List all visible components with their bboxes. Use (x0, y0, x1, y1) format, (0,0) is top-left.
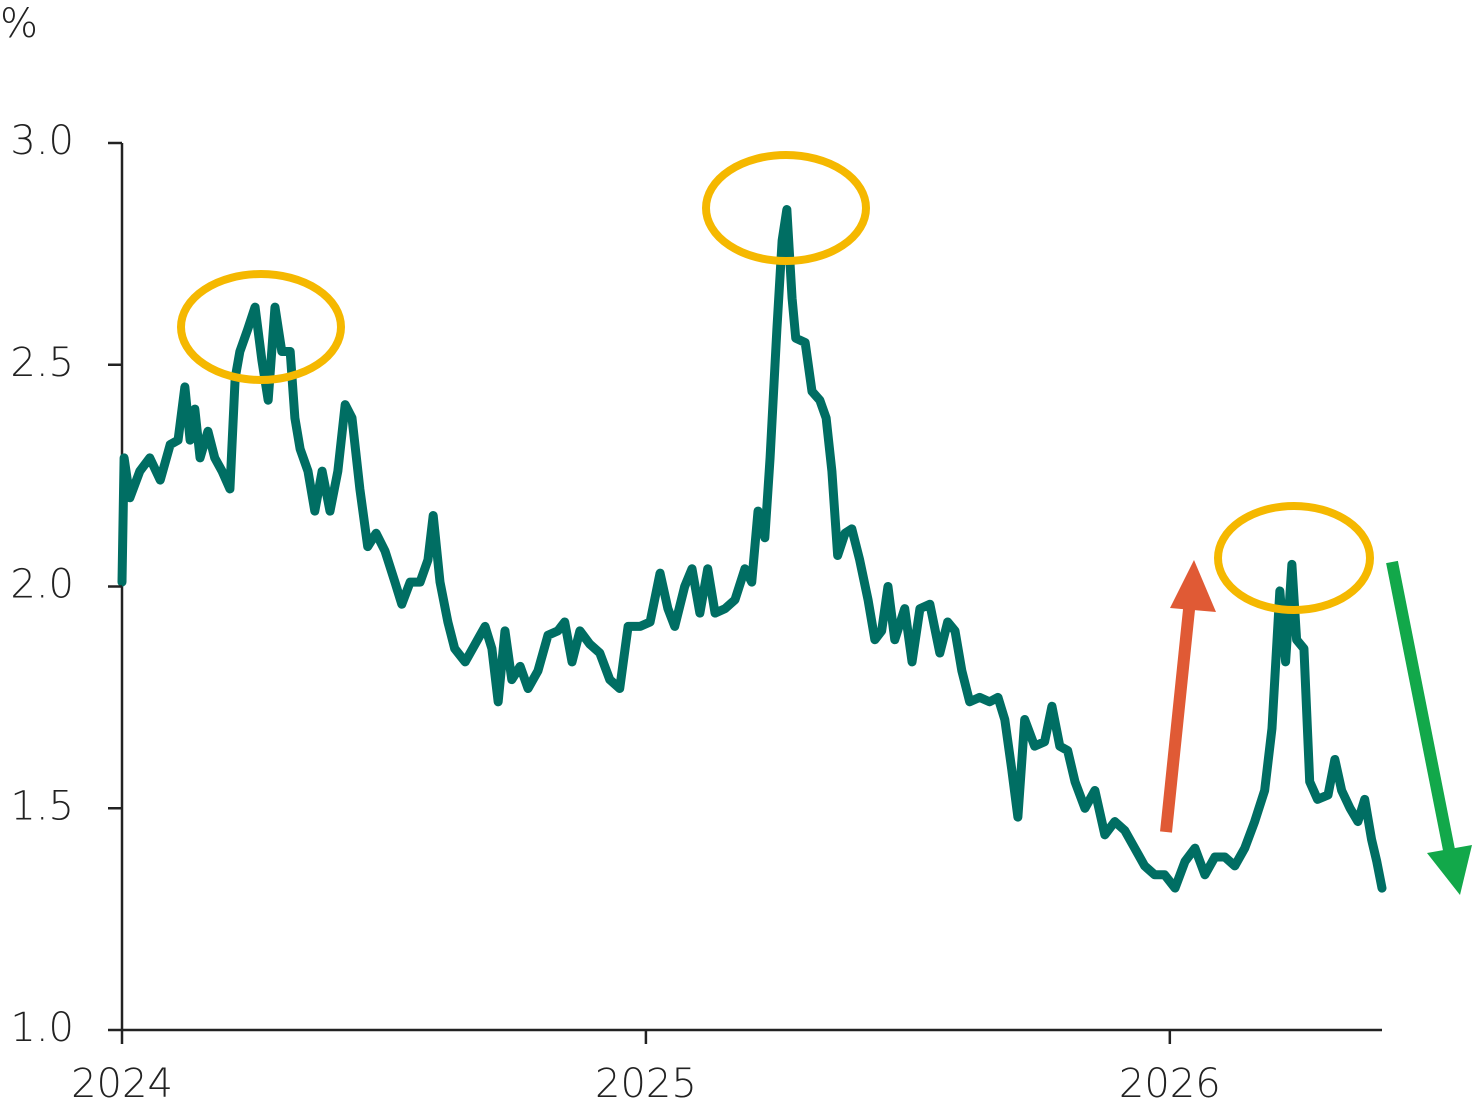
green-arrow (1386, 560, 1472, 895)
highlight-ellipse (702, 151, 870, 265)
highlight-ellipse (177, 270, 345, 384)
plot-area (117, 205, 1387, 893)
highlight-ellipse (1214, 502, 1374, 614)
annotations (177, 151, 1374, 614)
y-tick-label: 2.5 (10, 340, 74, 386)
y-tick-label: 1.0 (10, 1005, 74, 1051)
y-tick-label: 3.0 (10, 118, 74, 164)
x-tick-label: 2026 (1119, 1061, 1221, 1107)
x-tick-label: 2025 (595, 1061, 697, 1107)
data-line (117, 205, 1387, 893)
y-axis-label: % (0, 1, 38, 47)
y-tick-label: 1.5 (10, 783, 74, 829)
red-arrow (1160, 560, 1216, 833)
x-tick-label: 2024 (71, 1061, 173, 1107)
y-tick-label: 2.0 (10, 562, 74, 608)
